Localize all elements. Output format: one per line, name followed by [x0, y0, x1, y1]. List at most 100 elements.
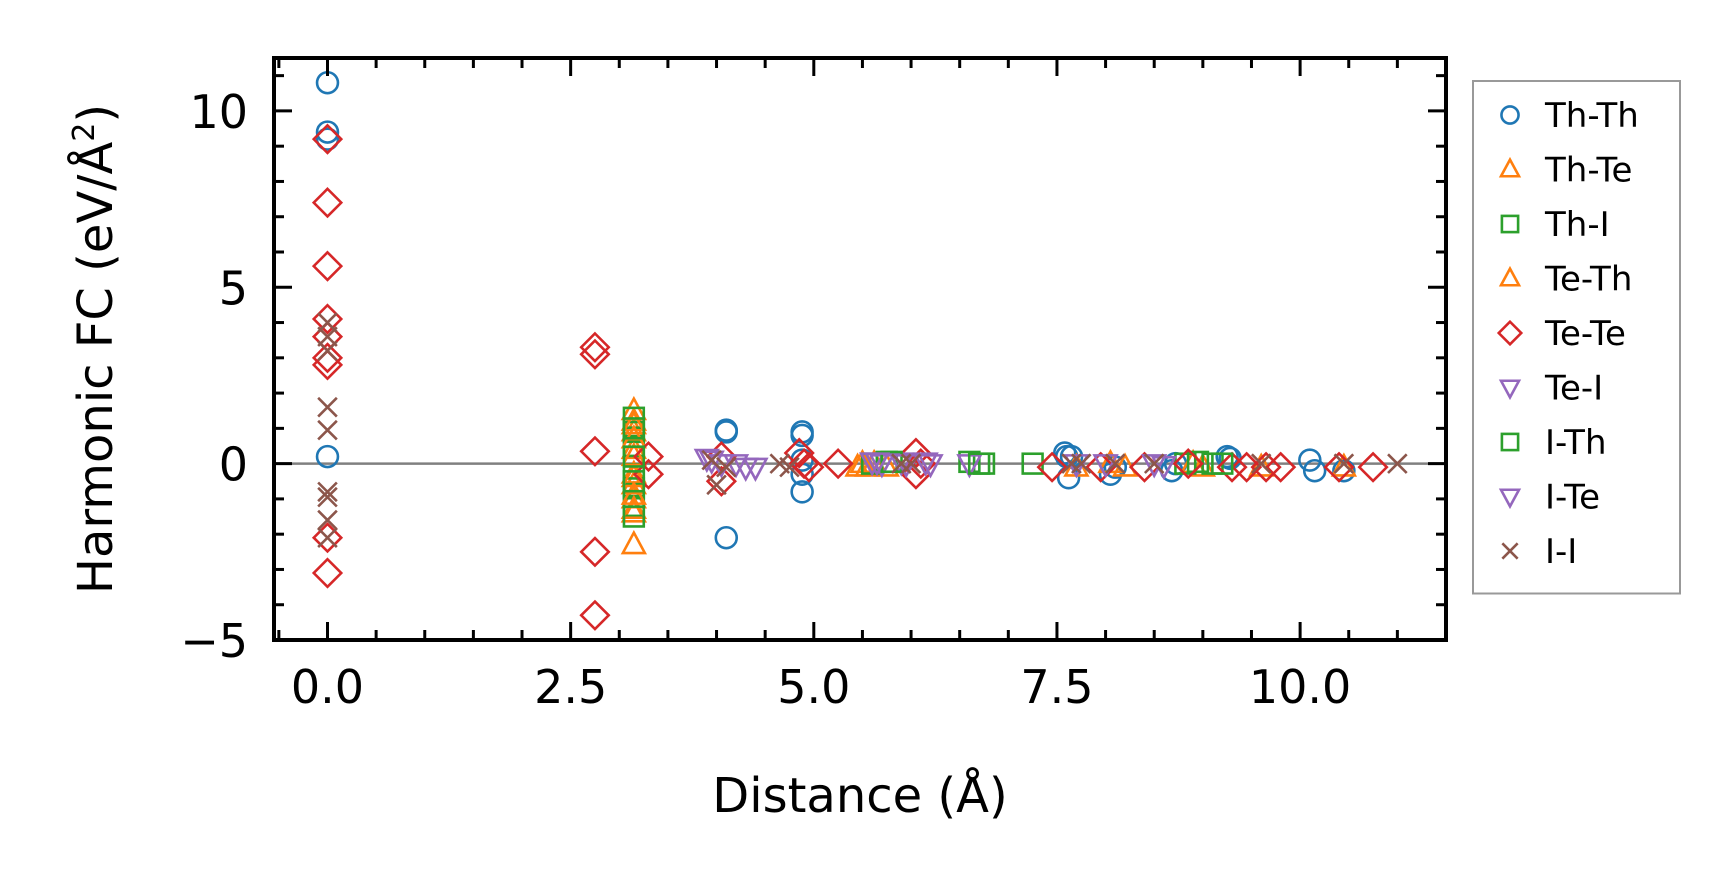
data-point	[317, 419, 338, 441]
data-point	[1302, 458, 1327, 483]
data-point	[1298, 448, 1322, 472]
x-tick-label: 10.0	[1249, 660, 1351, 714]
data-point	[620, 480, 648, 505]
data-point	[622, 445, 646, 468]
data-point	[315, 127, 340, 151]
data-point	[1085, 451, 1117, 483]
data-point	[579, 338, 611, 370]
y-tick-label: 10	[189, 85, 248, 139]
data-point	[1250, 453, 1272, 474]
data-point	[1036, 451, 1068, 483]
x-axis-label: Distance (Å)	[712, 767, 1007, 824]
data-point	[900, 453, 922, 474]
x-tick-label: 2.5	[534, 660, 607, 714]
plot-area: 0.0 2.5 5.0 7.5 10.0 −5 0 5 10	[180, 56, 1448, 714]
legend-marker	[1498, 488, 1522, 510]
data-point	[620, 529, 648, 555]
series-te-te	[311, 123, 1389, 631]
data-point	[317, 486, 338, 508]
series-i-i	[317, 312, 1408, 548]
data-point	[579, 599, 611, 631]
data-point	[315, 444, 340, 469]
legend-label: Te-Th	[1544, 260, 1632, 300]
data-point	[311, 250, 344, 282]
data-point	[1265, 451, 1297, 483]
data-point	[714, 525, 739, 550]
data-point	[1211, 452, 1234, 475]
plot-frame	[272, 56, 1448, 642]
data-point	[779, 456, 800, 478]
data-point	[1333, 453, 1355, 474]
data-point	[793, 451, 825, 483]
y-tick-label: −5	[180, 614, 248, 668]
data-point	[790, 423, 814, 448]
x-tick-label: 5.0	[777, 660, 850, 714]
x-tick-label: 7.5	[1020, 660, 1093, 714]
legend-label: I-Te	[1545, 478, 1600, 518]
legend-label: I-Th	[1545, 423, 1607, 463]
data-point	[715, 456, 737, 478]
data-point	[967, 452, 991, 475]
legend-marker	[1501, 542, 1519, 560]
data-point	[1143, 453, 1165, 474]
data-markers	[311, 70, 1408, 631]
y-axis-label-close: )	[68, 104, 124, 123]
data-point	[1071, 453, 1092, 474]
y-axis-label-base: Harmonic FC (eV/Å	[67, 142, 124, 595]
legend-item: Te-I	[1498, 369, 1603, 409]
data-point	[1215, 444, 1239, 469]
data-point	[1357, 451, 1389, 483]
y-axis-label-superscript: 2	[67, 123, 102, 142]
legend-marker	[1500, 105, 1520, 125]
data-point	[1216, 451, 1248, 483]
legend-label: I-I	[1545, 532, 1577, 572]
legend-label: Th-I	[1544, 205, 1610, 245]
legend-marker	[1498, 379, 1522, 401]
legend-item: Th-Te	[1498, 151, 1632, 191]
legend-label: Te-I	[1544, 369, 1603, 409]
data-point	[891, 453, 912, 474]
data-point	[622, 417, 646, 440]
data-point	[632, 458, 665, 490]
data-point	[1387, 453, 1408, 474]
legend-item: Te-Th	[1498, 260, 1632, 300]
legend-item: Th-Th	[1500, 96, 1639, 136]
data-point	[620, 498, 648, 523]
data-point	[622, 470, 646, 493]
legend-marker	[1500, 214, 1520, 234]
data-point	[579, 331, 611, 363]
data-point	[863, 452, 891, 477]
data-point	[732, 457, 759, 482]
data-point	[317, 527, 338, 548]
legend-label: Th-Th	[1544, 96, 1639, 136]
data-point	[701, 449, 722, 471]
legend-item: I-Te	[1498, 478, 1600, 518]
data-point	[1111, 452, 1139, 477]
data-point	[917, 454, 944, 479]
data-point	[1250, 451, 1282, 483]
data-point	[311, 342, 344, 374]
data-point	[822, 448, 854, 480]
data-point	[722, 454, 750, 479]
data-point	[905, 448, 937, 480]
legend-marker	[1496, 319, 1524, 347]
data-point	[579, 435, 611, 467]
legend-item: I-Th	[1500, 423, 1607, 463]
data-point	[1186, 450, 1210, 474]
data-point	[1323, 451, 1355, 483]
data-point	[1061, 453, 1082, 474]
data-point	[317, 396, 338, 418]
data-point	[311, 522, 344, 554]
data-point	[1332, 458, 1356, 483]
y-axis-label: Harmonic FC (eV/Å2)	[67, 104, 124, 594]
data-point	[311, 187, 344, 219]
data-point	[1172, 448, 1204, 480]
data-point	[579, 536, 611, 568]
legend-marker	[1498, 156, 1522, 178]
data-point	[315, 120, 340, 144]
data-point	[714, 420, 739, 444]
data-point	[317, 509, 338, 531]
data-point	[698, 450, 725, 475]
data-point	[622, 505, 646, 528]
